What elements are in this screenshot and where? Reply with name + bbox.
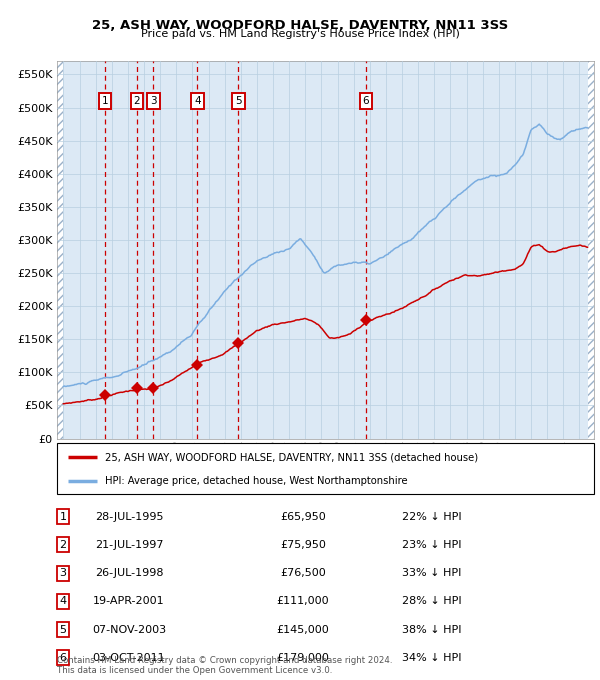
Text: 34% ↓ HPI: 34% ↓ HPI [402, 653, 462, 663]
Text: 2: 2 [134, 96, 140, 106]
Text: £111,000: £111,000 [277, 596, 329, 607]
Text: 1: 1 [101, 96, 108, 106]
Bar [57, 61, 64, 439]
Text: HPI: Average price, detached house, West Northamptonshire: HPI: Average price, detached house, West… [106, 475, 408, 486]
Text: 25, ASH WAY, WOODFORD HALSE, DAVENTRY, NN11 3SS (detached house): 25, ASH WAY, WOODFORD HALSE, DAVENTRY, N… [106, 452, 478, 462]
Text: £75,950: £75,950 [280, 540, 326, 550]
Text: 21-JUL-1997: 21-JUL-1997 [95, 540, 163, 550]
Text: 5: 5 [59, 624, 67, 634]
Text: 5: 5 [235, 96, 242, 106]
Text: 3: 3 [59, 568, 67, 578]
Text: 6: 6 [362, 96, 369, 106]
Text: 4: 4 [59, 596, 67, 607]
Text: £179,000: £179,000 [277, 653, 329, 663]
Bar [587, 61, 596, 439]
Text: Price paid vs. HM Land Registry's House Price Index (HPI): Price paid vs. HM Land Registry's House … [140, 29, 460, 39]
Text: 23% ↓ HPI: 23% ↓ HPI [402, 540, 462, 550]
Text: 6: 6 [59, 653, 67, 663]
Text: 4: 4 [194, 96, 200, 106]
Text: £65,950: £65,950 [280, 511, 326, 522]
Text: 3: 3 [150, 96, 157, 106]
Text: Contains HM Land Registry data © Crown copyright and database right 2024.: Contains HM Land Registry data © Crown c… [57, 656, 392, 665]
Text: 25, ASH WAY, WOODFORD HALSE, DAVENTRY, NN11 3SS: 25, ASH WAY, WOODFORD HALSE, DAVENTRY, N… [92, 19, 508, 32]
Text: 19-APR-2001: 19-APR-2001 [93, 596, 165, 607]
Text: 03-OCT-2011: 03-OCT-2011 [92, 653, 166, 663]
Text: 28% ↓ HPI: 28% ↓ HPI [402, 596, 462, 607]
Text: 2: 2 [59, 540, 67, 550]
Text: 33% ↓ HPI: 33% ↓ HPI [403, 568, 461, 578]
Text: 38% ↓ HPI: 38% ↓ HPI [402, 624, 462, 634]
Text: £76,500: £76,500 [280, 568, 326, 578]
Text: 28-JUL-1995: 28-JUL-1995 [95, 511, 163, 522]
FancyBboxPatch shape [57, 443, 594, 494]
Text: This data is licensed under the Open Government Licence v3.0.: This data is licensed under the Open Gov… [57, 666, 332, 675]
Text: £145,000: £145,000 [277, 624, 329, 634]
Text: 1: 1 [59, 511, 67, 522]
Text: 26-JUL-1998: 26-JUL-1998 [95, 568, 163, 578]
Text: 22% ↓ HPI: 22% ↓ HPI [402, 511, 462, 522]
Text: 07-NOV-2003: 07-NOV-2003 [92, 624, 166, 634]
